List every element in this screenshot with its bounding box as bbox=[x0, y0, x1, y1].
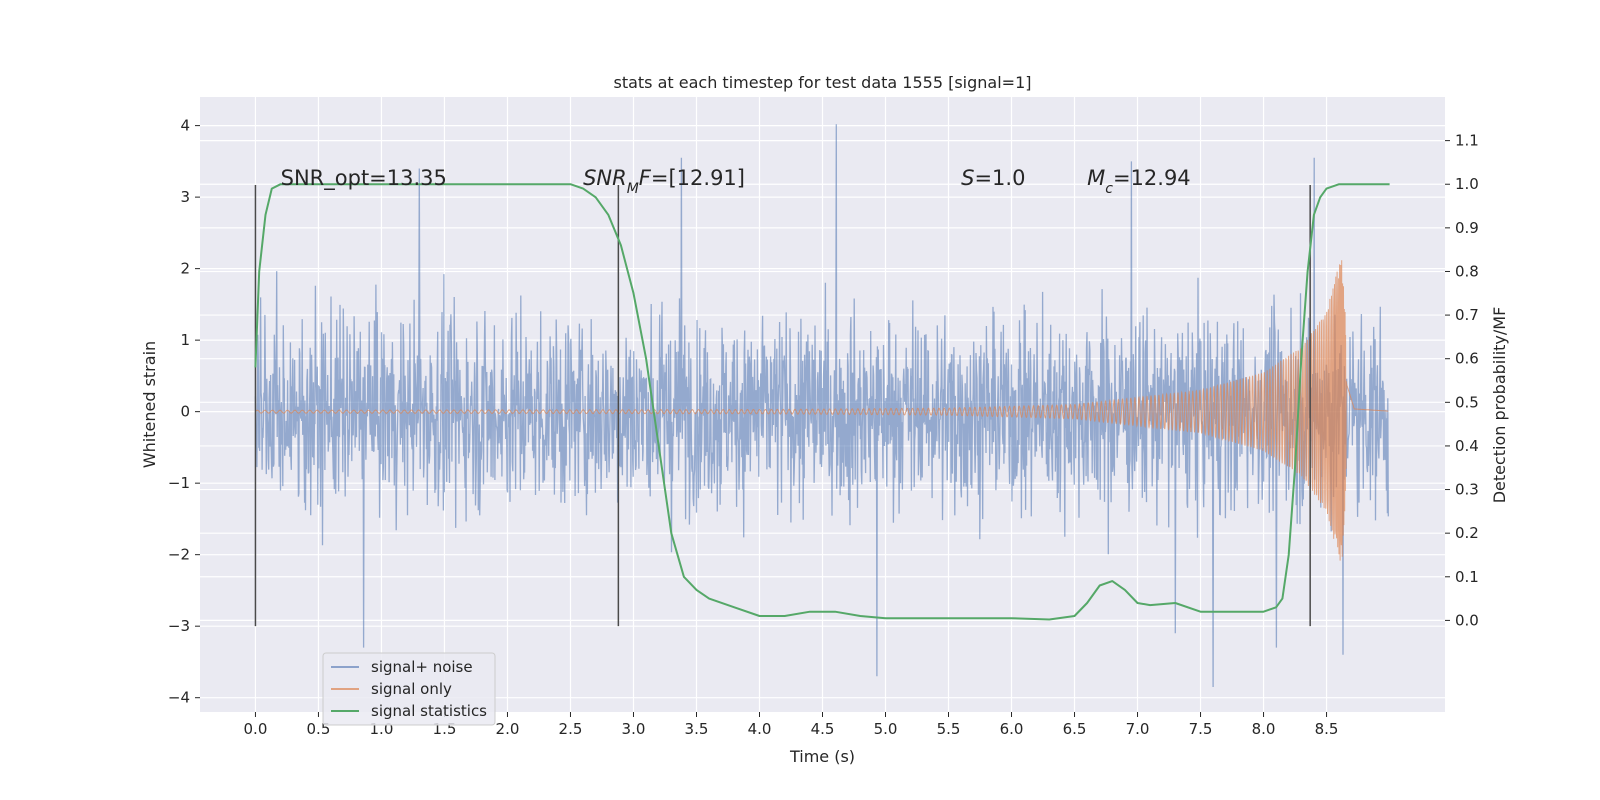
signal-only-trace bbox=[255, 260, 1389, 561]
series-signal-statistics bbox=[254, 183, 1390, 621]
y-right-tick-label: 0.7 bbox=[1455, 306, 1479, 324]
legend-label: signal statistics bbox=[371, 702, 487, 720]
x-tick-label: 8.0 bbox=[1252, 720, 1276, 738]
y-tick-label: −3 bbox=[168, 617, 190, 635]
y-right-axis-label: Detection probability/MF bbox=[1490, 307, 1509, 504]
y-tick-label: −1 bbox=[168, 474, 190, 492]
chart-title: stats at each timestep for test data 155… bbox=[613, 73, 1031, 92]
x-tick-label: 6.5 bbox=[1063, 720, 1087, 738]
y-right-tick-label: 0.1 bbox=[1455, 568, 1479, 586]
x-tick-label: 7.0 bbox=[1126, 720, 1150, 738]
y-right-tick-label: 0.0 bbox=[1455, 611, 1479, 629]
y-tick-label: 0 bbox=[180, 403, 190, 421]
x-tick-label: 5.5 bbox=[937, 720, 961, 738]
y-right-tick-label: 0.8 bbox=[1455, 262, 1479, 280]
y-tick-label: 4 bbox=[180, 117, 190, 135]
legend-label: signal+ noise bbox=[371, 658, 473, 676]
y-right-tick-label: 0.6 bbox=[1455, 350, 1479, 368]
x-tick-label: 2.0 bbox=[496, 720, 520, 738]
annotation-snr-opt: SNR_opt=13.35 bbox=[281, 166, 447, 191]
legend-box bbox=[322, 652, 496, 726]
y-right-tick-label: 0.5 bbox=[1455, 393, 1479, 411]
annotation-s: S=1.0 bbox=[961, 166, 1025, 190]
x-axis-label: Time (s) bbox=[789, 747, 855, 766]
signal-noise-trace bbox=[254, 124, 1389, 688]
y-tick-label: −4 bbox=[168, 689, 190, 707]
signal-statistics-trace bbox=[254, 183, 1390, 621]
y-right-tick-label: 0.3 bbox=[1455, 481, 1479, 499]
y-tick-label: 2 bbox=[180, 260, 190, 278]
y-tick-label: 3 bbox=[180, 188, 190, 206]
annotation-mc: Mc=12.94 bbox=[1087, 166, 1191, 197]
x-tick-label: 8.5 bbox=[1315, 720, 1339, 738]
x-tick-label: 3.5 bbox=[685, 720, 709, 738]
x-tick-label: 4.0 bbox=[748, 720, 772, 738]
x-tick-label: 7.5 bbox=[1189, 720, 1213, 738]
legend-label: signal only bbox=[371, 680, 452, 698]
y-right-tick-label: 1.1 bbox=[1455, 132, 1479, 150]
y-axis-label: Whitened strain bbox=[140, 341, 159, 468]
y-tick-label: −2 bbox=[168, 546, 190, 564]
y-right-tick-label: 0.9 bbox=[1455, 219, 1479, 237]
x-tick-label: 6.0 bbox=[1000, 720, 1024, 738]
x-tick-label: 3.0 bbox=[622, 720, 646, 738]
series-signal-only bbox=[255, 260, 1389, 561]
y-right-tick-label: 1.0 bbox=[1455, 175, 1479, 193]
series-signal-noise bbox=[254, 124, 1389, 688]
y-tick-label: 1 bbox=[180, 331, 190, 349]
x-tick-label: 0.0 bbox=[244, 720, 268, 738]
x-tick-label: 5.0 bbox=[874, 720, 898, 738]
x-tick-label: 4.5 bbox=[811, 720, 835, 738]
x-tick-label: 2.5 bbox=[559, 720, 583, 738]
y-right-tick-label: 0.2 bbox=[1455, 524, 1479, 542]
annotation-snr-mf: SNRMF=[12.91] bbox=[583, 166, 745, 197]
y-right-tick-label: 0.4 bbox=[1455, 437, 1479, 455]
